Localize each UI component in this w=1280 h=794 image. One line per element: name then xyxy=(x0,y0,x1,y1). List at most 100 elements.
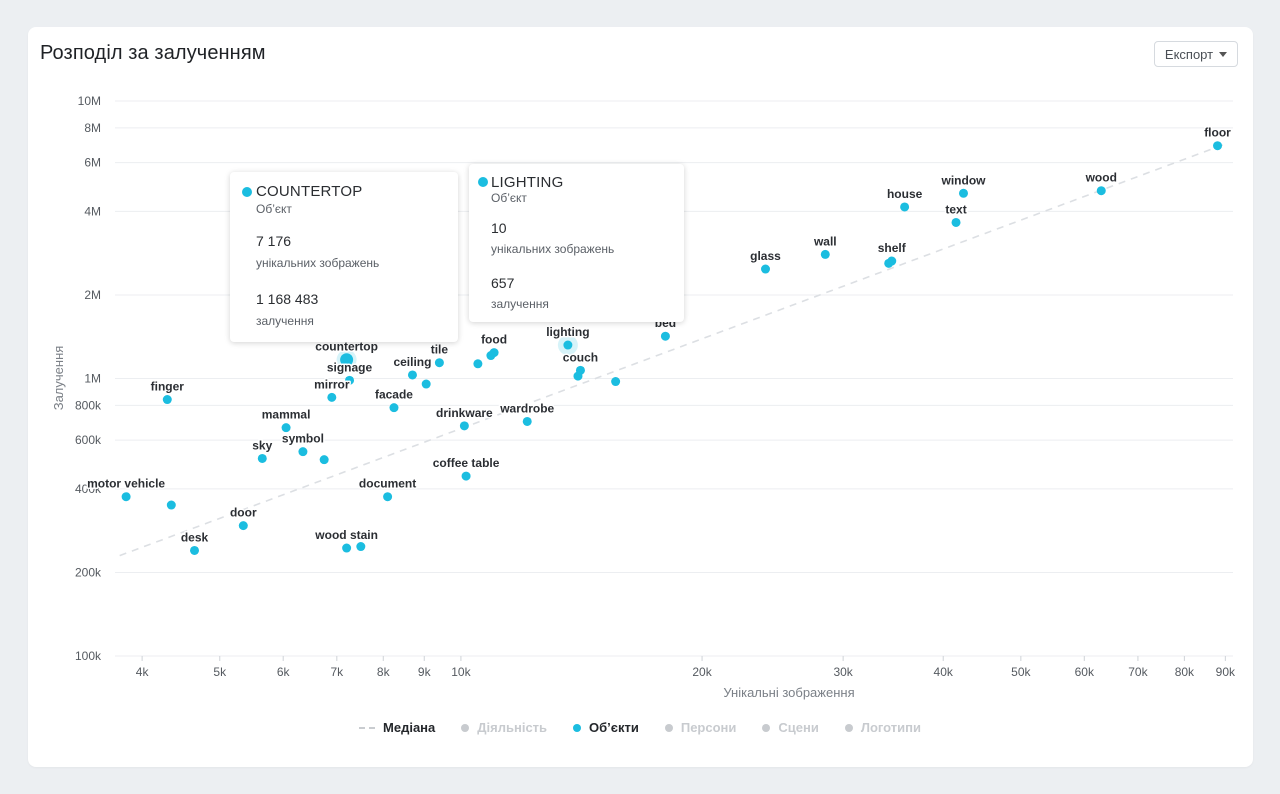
tooltip-engagement: 1 168 483 xyxy=(256,291,319,307)
legend-dot-icon xyxy=(844,723,853,732)
legend-item-persons[interactable]: Персони xyxy=(664,720,737,735)
point-label: lighting xyxy=(546,325,589,339)
data-point xyxy=(563,340,573,350)
legend-dot-icon xyxy=(573,723,582,732)
data-point xyxy=(190,545,200,555)
x-tick-label: 80k xyxy=(1175,665,1195,679)
y-tick-label: 400k xyxy=(75,482,102,496)
point-label: sky xyxy=(252,438,272,452)
point-label: mirror xyxy=(314,377,350,391)
data-point xyxy=(760,264,770,274)
data-point xyxy=(281,423,291,433)
y-tick-label: 100k xyxy=(75,649,102,663)
data-point xyxy=(340,353,354,367)
point-label: ceiling xyxy=(393,355,431,369)
x-tick-label: 9k xyxy=(418,665,432,679)
tooltip-images: 10 xyxy=(491,220,507,236)
x-tick-label: 60k xyxy=(1075,665,1095,679)
y-tick-label: 4M xyxy=(84,204,101,218)
y-tick-label: 800k xyxy=(75,398,102,412)
y-tick-label: 1M xyxy=(84,372,101,386)
legend-dot-icon xyxy=(762,723,771,732)
point-label: finger xyxy=(151,380,185,394)
legend-dot-icon xyxy=(461,723,470,732)
point-label: wood stain xyxy=(314,528,378,542)
tooltip-engagement-label: залучення xyxy=(491,297,549,311)
tooltip-lighting: LIGHTING Об’єкт 10 унікальних зображень … xyxy=(469,164,684,322)
point-label: window xyxy=(940,173,986,187)
tooltip-type: Об’єкт xyxy=(256,202,292,216)
data-point xyxy=(421,379,431,389)
point-label: glass xyxy=(750,249,781,263)
legend-item-objects[interactable]: Об’єкти xyxy=(573,720,639,735)
data-point xyxy=(884,258,894,268)
legend-label: Діяльність xyxy=(477,720,548,735)
data-point xyxy=(434,358,444,368)
point-label: signage xyxy=(327,360,373,374)
data-point xyxy=(1213,141,1223,151)
x-tick-label: 20k xyxy=(692,665,712,679)
data-point xyxy=(660,331,670,341)
tooltip-engagement: 657 xyxy=(491,275,515,291)
legend-label: Логотипи xyxy=(860,720,921,735)
data-point xyxy=(356,542,366,552)
caret-down-icon xyxy=(1219,52,1228,57)
point-label: floor xyxy=(1204,126,1231,140)
y-tick-label: 200k xyxy=(75,565,102,579)
point-label: shelf xyxy=(878,241,907,255)
data-point xyxy=(900,202,910,212)
legend-label: Персони xyxy=(680,720,737,735)
tooltip-dot-icon xyxy=(478,177,488,187)
point-label: coffee table xyxy=(433,456,500,470)
data-point xyxy=(238,521,248,531)
x-tick-label: 90k xyxy=(1216,665,1236,679)
tooltip-engagement-label: залучення xyxy=(256,314,314,328)
y-tick-label: 10M xyxy=(78,94,101,108)
y-tick-label: 6M xyxy=(84,156,101,170)
data-point xyxy=(486,351,496,361)
point-label: desk xyxy=(181,530,209,544)
data-point xyxy=(611,377,621,387)
chart-card xyxy=(28,27,1253,767)
legend-item-logos[interactable]: Логотипи xyxy=(844,720,921,735)
y-axis-title: Залучення xyxy=(51,346,66,411)
point-label: motor vehicle xyxy=(87,477,165,491)
point-label: document xyxy=(359,477,416,491)
data-point xyxy=(573,371,583,381)
data-point xyxy=(342,543,352,553)
legend-item-activity[interactable]: Діяльність xyxy=(461,720,547,735)
data-point xyxy=(327,392,337,402)
point-label: door xyxy=(230,506,257,520)
legend-item-median[interactable]: Медіана xyxy=(359,720,435,735)
legend-item-scenes[interactable]: Сцени xyxy=(762,720,819,735)
data-point xyxy=(461,471,471,481)
export-label: Експорт xyxy=(1164,46,1214,62)
point-label: tile xyxy=(431,343,449,357)
point-label: mammal xyxy=(262,408,311,422)
data-point xyxy=(257,453,267,463)
x-tick-label: 7k xyxy=(330,665,344,679)
data-point xyxy=(958,188,968,198)
data-point xyxy=(162,395,172,405)
tooltip-name: LIGHTING xyxy=(491,174,564,191)
data-point xyxy=(522,416,532,426)
export-button[interactable]: Експорт xyxy=(1154,41,1238,67)
tooltip-countertop: COUNTERTOP Об’єкт 7 176 унікальних зобра… xyxy=(230,172,458,342)
data-point xyxy=(820,249,830,259)
x-axis-title: Унікальні зображення xyxy=(723,685,854,700)
tooltip-images: 7 176 xyxy=(256,233,292,249)
legend-label: Сцени xyxy=(778,720,819,735)
y-tick-label: 2M xyxy=(84,288,101,302)
x-tick-label: 4k xyxy=(136,665,150,679)
x-tick-label: 50k xyxy=(1011,665,1031,679)
chart-legend: Медіана Діяльність Об’єкти Персони Сцени… xyxy=(0,720,1280,735)
x-tick-label: 6k xyxy=(277,665,291,679)
tooltip-images-label: унікальних зображень xyxy=(491,242,615,256)
data-point xyxy=(473,359,483,369)
median-line xyxy=(119,143,1226,557)
data-point xyxy=(389,403,399,413)
point-label: wall xyxy=(813,234,837,248)
point-label: text xyxy=(945,202,966,216)
data-point xyxy=(121,492,131,502)
